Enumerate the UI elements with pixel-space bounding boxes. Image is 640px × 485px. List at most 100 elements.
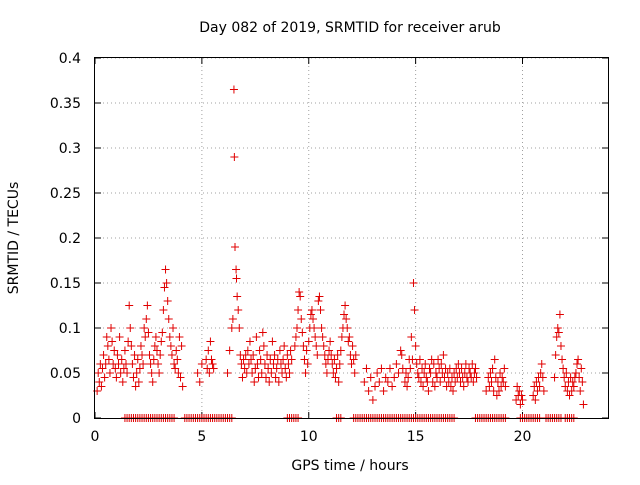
data-point [283, 351, 292, 359]
data-point [257, 369, 266, 377]
axis-ticks: 0 5 10 15 20 0 0.05 0.1 0.15 0.2 0.25 0.3 0.35 0.4 [50, 51, 608, 445]
data-point [360, 378, 369, 386]
data-point [94, 369, 103, 377]
data-point [579, 400, 588, 409]
data-point [328, 360, 337, 368]
data-point [126, 324, 135, 332]
data-point [404, 373, 413, 382]
data-point [550, 373, 559, 382]
data-point [174, 369, 183, 377]
data-point [402, 369, 411, 377]
data-point [411, 342, 420, 350]
data-point [406, 364, 415, 373]
data-point [274, 378, 283, 386]
data-point [577, 364, 586, 373]
data-point [101, 360, 110, 368]
data-point [108, 337, 117, 346]
data-point [292, 324, 301, 332]
y-tick-label: 0.2 [59, 231, 81, 247]
data-point [398, 364, 407, 373]
data-point [561, 382, 570, 391]
data-point [255, 346, 264, 355]
data-point [315, 292, 324, 301]
data-point [258, 328, 267, 337]
data-point [440, 373, 449, 382]
data-point [482, 387, 491, 395]
data-point [169, 324, 178, 332]
data-point [193, 369, 202, 377]
data-point [302, 346, 311, 355]
data-point [362, 364, 371, 373]
data-point [143, 301, 152, 310]
data-point [104, 355, 113, 364]
data-point [300, 355, 309, 364]
data-point [326, 337, 335, 346]
data-point [140, 324, 149, 332]
y-tick-label: 0.25 [50, 186, 81, 202]
y-axis-label: SRMTID / TECUs [6, 182, 22, 295]
data-point [282, 373, 291, 382]
data-point [156, 351, 165, 359]
data-point [209, 364, 218, 373]
data-point [341, 301, 350, 310]
data-point [409, 279, 418, 287]
data-point [499, 378, 508, 386]
data-point [251, 364, 260, 373]
data-point [421, 360, 430, 368]
data-point [556, 342, 565, 350]
data-point [537, 360, 546, 368]
data-point [422, 373, 431, 382]
data-point [227, 324, 236, 332]
data-point [396, 346, 405, 355]
data-point [279, 355, 288, 364]
data-point [159, 306, 168, 314]
data-point [232, 274, 241, 283]
data-point [296, 292, 305, 301]
data-point [368, 396, 377, 404]
data-point [492, 391, 501, 400]
data-point [275, 346, 284, 355]
data-point [175, 333, 184, 341]
data-point [244, 360, 253, 368]
data-point [388, 382, 397, 391]
data-point [314, 297, 323, 305]
data-point [268, 337, 277, 346]
data-point [430, 382, 439, 391]
data-point [272, 364, 281, 373]
data-point [276, 360, 285, 368]
data-point [286, 346, 295, 355]
data-point [469, 378, 478, 386]
data-point [303, 360, 312, 368]
data-point [347, 360, 356, 368]
data-point [332, 364, 341, 373]
data-point [148, 378, 157, 386]
data-point [281, 364, 290, 373]
data-point [536, 369, 545, 377]
y-tick-label: 0.35 [50, 96, 81, 112]
data-point [408, 355, 417, 364]
data-point [446, 382, 455, 391]
data-point [146, 360, 155, 368]
data-point [240, 364, 249, 373]
data-point [114, 360, 123, 368]
data-point [142, 315, 151, 323]
data-point [238, 373, 247, 382]
data-point [250, 378, 259, 386]
data-point [434, 355, 443, 364]
data-point [439, 351, 448, 359]
data-point [337, 333, 346, 341]
data-point [252, 333, 261, 341]
data-point [538, 373, 547, 382]
data-point [312, 342, 321, 350]
data-point [134, 378, 143, 386]
data-point [111, 364, 120, 373]
data-point [248, 369, 257, 377]
data-point [471, 364, 480, 373]
data-point [265, 378, 274, 386]
x-tick-label: 15 [407, 429, 425, 445]
data-point [263, 351, 272, 359]
data-point [342, 315, 351, 323]
data-point [428, 378, 437, 386]
data-point [390, 373, 399, 382]
